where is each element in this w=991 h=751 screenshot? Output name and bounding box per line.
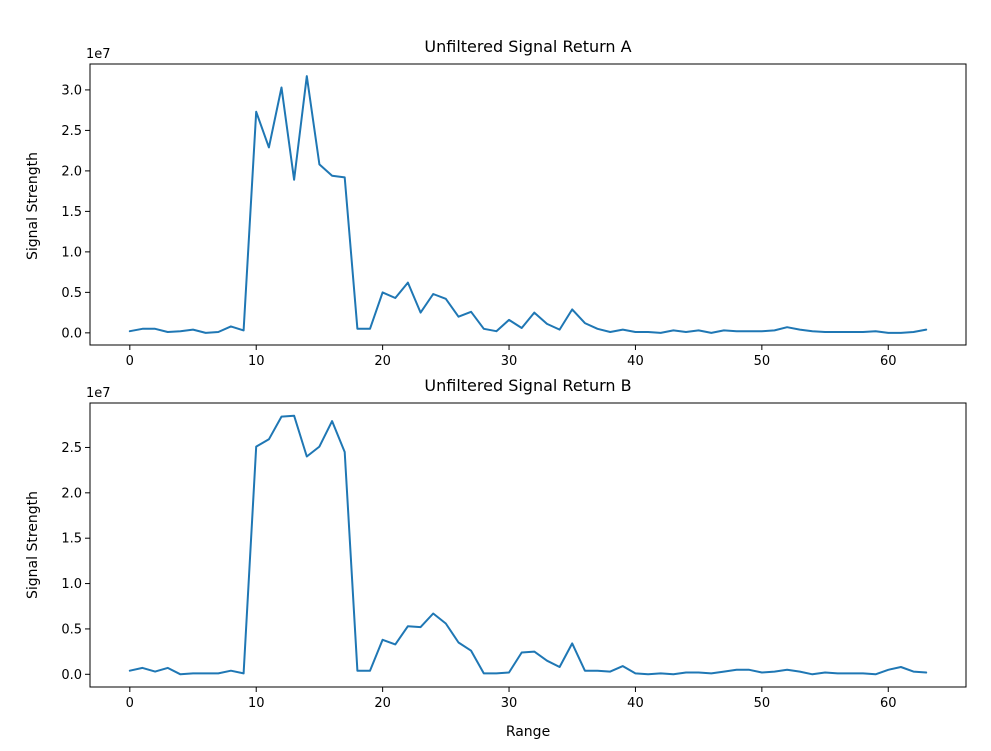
subplot-a-x-tick-label: 0 xyxy=(126,354,134,369)
subplot-b-x-tick-label: 30 xyxy=(501,696,518,711)
subplot-a-y-tick-label: 0.0 xyxy=(61,326,82,341)
subplot-b-y-tick-label: 1.0 xyxy=(61,577,82,592)
subplot-a-x-tick-label: 50 xyxy=(754,354,771,369)
subplot-a-x-tick-label: 30 xyxy=(501,354,518,369)
subplot-b-x-axis-label: Range xyxy=(506,724,550,740)
subplot-b-x-tick-label: 50 xyxy=(754,696,771,711)
subplot-a-offset-label: 1e7 xyxy=(86,47,111,62)
subplot-b-y-tick-label: 2.0 xyxy=(61,486,82,501)
subplot-b-y-tick-label: 2.5 xyxy=(61,441,82,456)
subplot-b-ticks: 0 10 20 30 40 50 60 0.0 0.5 1.0 1.5 2.0 2.5 xyxy=(61,441,896,711)
subplot-a-y-tick-label: 1.0 xyxy=(61,245,82,260)
subplot-b-title: Unfiltered Signal Return B xyxy=(424,376,631,395)
subplot-a-x-tick-label: 20 xyxy=(374,354,391,369)
subplot-b-frame xyxy=(89,402,967,688)
subplot-a-frame xyxy=(89,63,967,346)
subplot-a-x-tick-label: 40 xyxy=(627,354,644,369)
subplot-a-x-tick-label: 60 xyxy=(880,354,897,369)
subplot-a-y-tick-label: 2.5 xyxy=(61,124,82,139)
subplot-a-title: Unfiltered Signal Return A xyxy=(424,37,631,56)
subplot-b: Unfiltered Signal Return B 1e7 Signal St… xyxy=(25,376,967,740)
subplot-b-x-tick-label: 10 xyxy=(248,696,265,711)
subplot-b-x-tick-label: 20 xyxy=(374,696,391,711)
subplot-a-y-tick-label: 2.0 xyxy=(61,164,82,179)
subplot-a-y-tick-label: 0.5 xyxy=(61,286,82,301)
subplot-a-series-line xyxy=(128,75,928,334)
subplot-b-x-tick-label: 0 xyxy=(126,696,134,711)
subplot-a: Unfiltered Signal Return A 1e7 Signal St… xyxy=(25,37,967,369)
subplot-a-ticks: 0 10 20 30 40 50 60 0.0 0.5 1.0 1.5 2.0 2.5 3.0 xyxy=(61,83,896,369)
subplot-b-y-tick-label: 0.0 xyxy=(61,668,82,683)
subplot-a-x-tick-label: 10 xyxy=(248,354,265,369)
subplot-b-y-axis-label: Signal Strength xyxy=(25,491,41,599)
subplot-a-y-tick-label: 1.5 xyxy=(61,205,82,220)
subplot-b-x-tick-label: 40 xyxy=(627,696,644,711)
subplot-a-y-tick-label: 3.0 xyxy=(61,83,82,98)
subplot-b-x-tick-label: 60 xyxy=(880,696,897,711)
subplot-a-y-axis-label: Signal Strength xyxy=(25,152,41,260)
subplot-b-series-line xyxy=(128,414,928,676)
subplot-b-offset-label: 1e7 xyxy=(86,386,111,401)
subplot-b-y-tick-label: 1.5 xyxy=(61,532,82,547)
subplot-b-y-tick-label: 0.5 xyxy=(61,622,82,637)
